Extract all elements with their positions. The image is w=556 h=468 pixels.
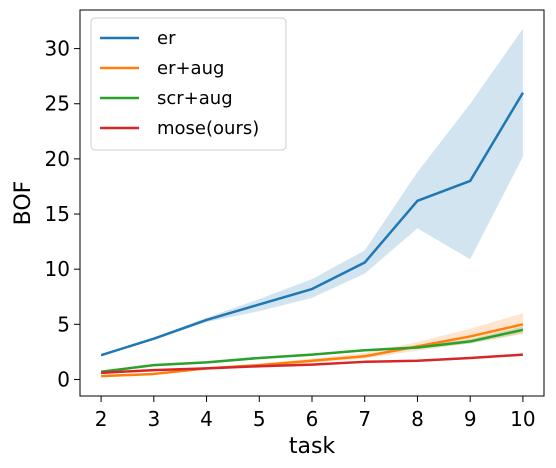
x-axis-title: task bbox=[289, 434, 336, 459]
x-tick-label: 3 bbox=[147, 407, 160, 431]
x-tick-label: 9 bbox=[464, 407, 477, 431]
legend-label-0: er bbox=[157, 28, 176, 49]
legend: er er+aug scr+aug mose(ours) bbox=[90, 17, 287, 151]
line-series-1 bbox=[101, 323, 524, 378]
y-tick-label: 5 bbox=[57, 312, 70, 336]
line-series-0 bbox=[100, 92, 524, 357]
x-axis-ticks: 2 3 4 5 6 7 8 9 10 bbox=[95, 396, 536, 431]
legend-label-3: mose(ours) bbox=[157, 118, 259, 139]
y-axis-title: BOF bbox=[11, 181, 36, 226]
legend-label-2: scr+aug bbox=[157, 88, 233, 109]
y-axis-ticks: 0 5 10 15 20 25 30 bbox=[45, 37, 80, 391]
x-tick-label: 7 bbox=[358, 407, 371, 431]
x-tick-label: 4 bbox=[200, 407, 213, 431]
x-tick-label: 2 bbox=[95, 407, 108, 431]
y-tick-label: 25 bbox=[45, 92, 70, 116]
x-tick-label: 10 bbox=[510, 407, 535, 431]
series-lines bbox=[100, 92, 524, 378]
x-tick-label: 5 bbox=[253, 407, 266, 431]
y-tick-label: 30 bbox=[45, 37, 70, 61]
x-tick-label: 8 bbox=[411, 407, 424, 431]
y-tick-label: 20 bbox=[45, 147, 70, 171]
y-tick-label: 15 bbox=[45, 202, 70, 226]
y-tick-label: 10 bbox=[45, 257, 70, 281]
legend-label-1: er+aug bbox=[157, 58, 224, 79]
x-tick-label: 6 bbox=[306, 407, 319, 431]
line-series-2 bbox=[100, 328, 524, 373]
y-tick-label: 0 bbox=[57, 367, 70, 391]
band-series-1 bbox=[101, 313, 523, 378]
legend-box bbox=[90, 17, 287, 151]
line-series-3 bbox=[101, 353, 523, 375]
